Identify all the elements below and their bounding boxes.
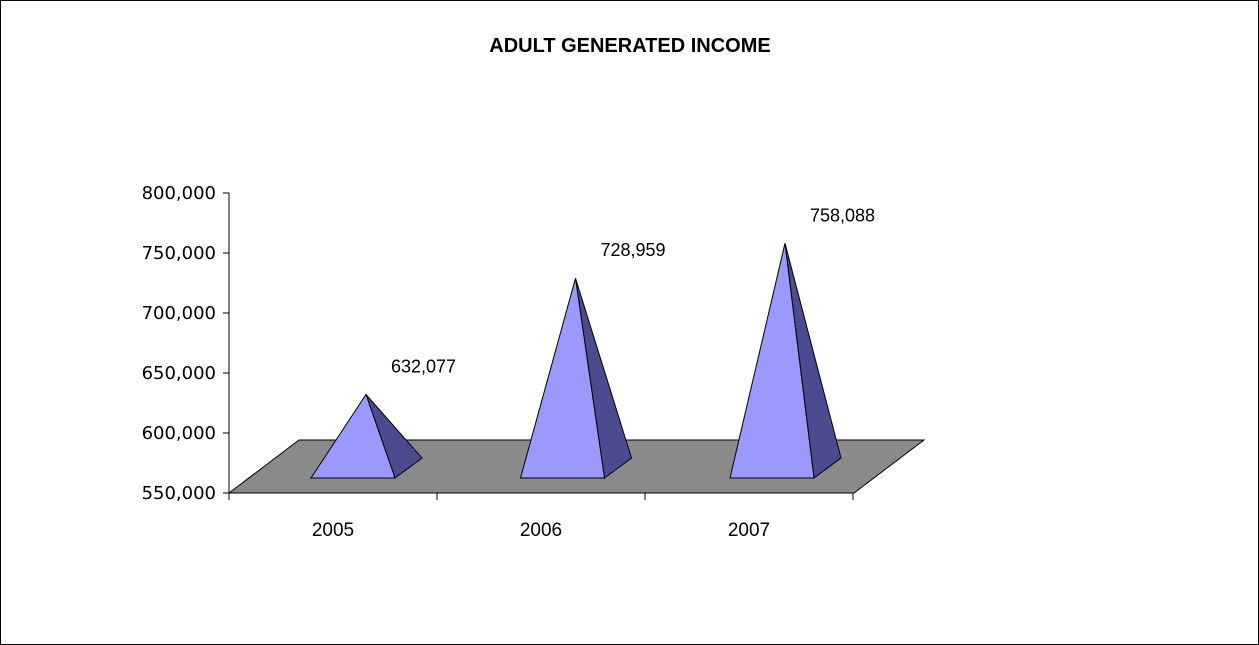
pyramid-bar [519,278,633,479]
pyramid-front-face [519,278,606,479]
y-tick-label: 650,000 [142,363,216,384]
data-label: 758,088 [810,205,875,225]
pyramid-front-face [729,243,815,479]
x-category-label: 2006 [520,520,562,541]
pyramid-front-face [310,393,396,479]
x-category-label: 2005 [312,520,354,541]
y-tick-label: 800,000 [142,183,216,204]
pyramid-bar [729,243,842,479]
data-label: 632,077 [391,357,456,377]
y-tick-label: 550,000 [142,483,216,504]
y-tick-label: 750,000 [142,243,216,264]
pyramid-bar [310,393,423,479]
y-tick-label: 600,000 [142,423,216,444]
chart-title: ADULT GENERATED INCOME [489,35,770,57]
y-tick-label: 700,000 [142,303,216,324]
data-label: 728,959 [601,240,666,260]
x-category-label: 2007 [728,520,770,541]
